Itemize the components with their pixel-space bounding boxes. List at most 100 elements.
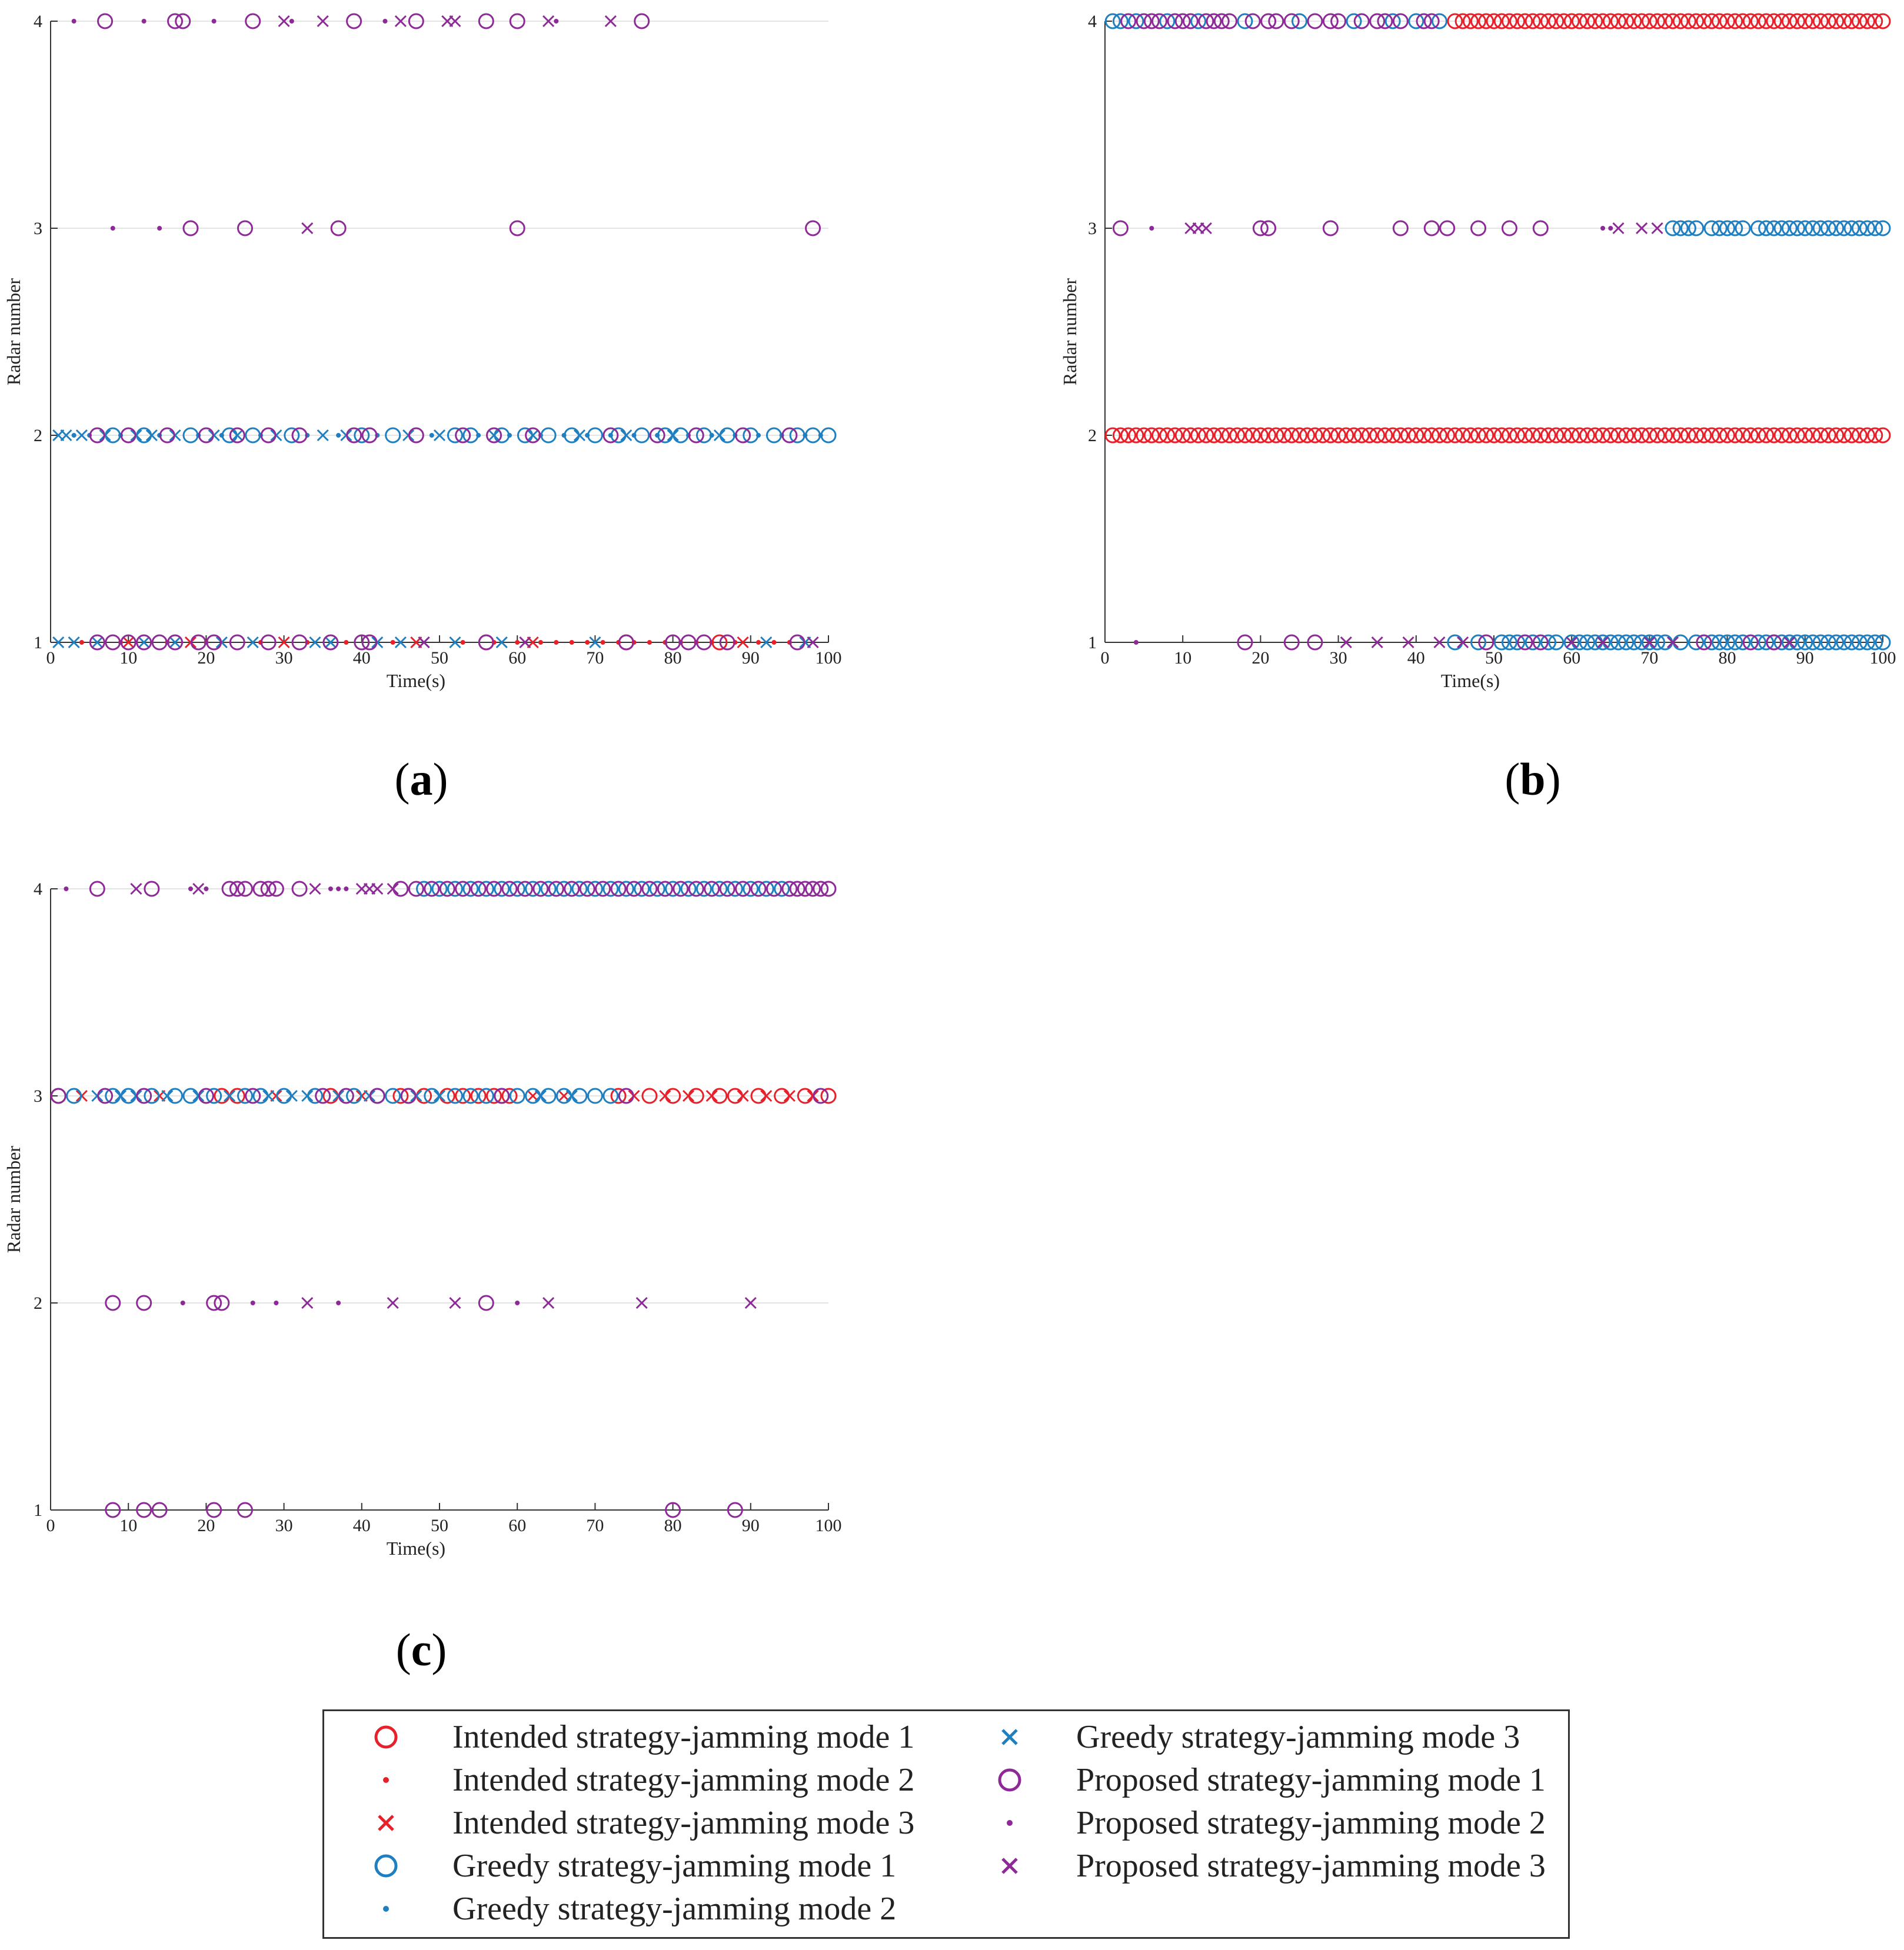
data-point: [136, 634, 152, 651]
data-point: [771, 640, 777, 645]
data-point: [1727, 634, 1743, 651]
data-point: [1711, 13, 1727, 29]
data-point: [1462, 13, 1479, 29]
data-point: [309, 882, 321, 895]
data-point: [1633, 427, 1650, 444]
x-tick-label: 40: [1407, 648, 1425, 668]
x-tick-label: 50: [1485, 648, 1503, 668]
data-point: [1159, 427, 1176, 444]
data-point: [1843, 634, 1860, 651]
data-point: [604, 15, 617, 28]
data-point: [460, 640, 465, 645]
data-point: [1457, 636, 1469, 649]
data-point: [1143, 13, 1160, 29]
series-proposed-circle: [89, 427, 798, 444]
data-point: [1643, 636, 1656, 649]
data-point: [1548, 427, 1565, 444]
data-point: [488, 429, 500, 442]
data-point: [1149, 226, 1154, 231]
data-point: [1867, 13, 1883, 29]
data-point: [1104, 427, 1121, 444]
data-point: [665, 881, 681, 897]
y-axis-title: Radar number: [3, 278, 24, 386]
data-point: [91, 636, 104, 649]
data-point: [237, 220, 253, 236]
data-point: [338, 1088, 354, 1104]
data-point: [1875, 220, 1891, 236]
data-point: [284, 427, 300, 444]
data-point: [1610, 427, 1627, 444]
data-point: [618, 634, 634, 651]
data-point: [1828, 427, 1845, 444]
data-point: [317, 429, 329, 442]
data-point: [169, 636, 181, 649]
y-tick-label: 3: [34, 219, 42, 238]
data-point: [1836, 13, 1852, 29]
data-point: [110, 226, 115, 231]
data-point: [750, 881, 767, 897]
data-point: [1206, 13, 1222, 29]
x-tick-label: 40: [353, 648, 371, 668]
data-point: [252, 881, 269, 897]
data-point: [371, 882, 384, 895]
data-point: [695, 881, 712, 897]
data-point: [1773, 427, 1790, 444]
data-point: [603, 427, 619, 444]
legend-marker-icon: [983, 1845, 1036, 1887]
data-point: [1812, 427, 1829, 444]
data-point: [245, 1088, 261, 1104]
data-point: [167, 13, 184, 29]
series-greedy-cross: [91, 1089, 578, 1102]
data-point: [315, 1088, 331, 1104]
legend-item: Greedy strategy-jamming mode 2: [360, 1888, 896, 1930]
data-point: [507, 433, 512, 438]
data-point: [1758, 427, 1775, 444]
data-point: [1773, 13, 1790, 29]
data-point: [603, 1088, 619, 1104]
data-point: [1493, 427, 1510, 444]
data-point: [527, 429, 539, 442]
data-point: [1579, 634, 1596, 651]
data-point: [1703, 427, 1720, 444]
data-point: [268, 881, 284, 897]
data-point: [136, 1295, 152, 1311]
data-point: [285, 1089, 298, 1102]
data-point: [1213, 13, 1230, 29]
data-point: [120, 427, 137, 444]
data-point: [1680, 427, 1696, 444]
data-point: [1478, 634, 1494, 651]
data-point: [1501, 634, 1517, 651]
data-point: [1781, 427, 1798, 444]
data-point: [517, 881, 533, 897]
data-point: [494, 881, 510, 897]
y-tick-label: 3: [1088, 219, 1097, 238]
data-point: [1836, 427, 1852, 444]
data-point: [52, 636, 65, 649]
data-point: [336, 433, 341, 438]
data-point: [1221, 13, 1238, 29]
data-point: [361, 634, 378, 651]
data-point: [1719, 13, 1736, 29]
legend-item: Greedy strategy-jamming mode 1: [360, 1845, 896, 1887]
x-tick-label: 30: [275, 1516, 293, 1535]
data-point: [1353, 13, 1370, 29]
data-point: [818, 433, 823, 438]
data-point: [1836, 220, 1852, 236]
data-point: [1773, 220, 1790, 236]
data-point: [1431, 427, 1447, 444]
data-point: [1237, 13, 1253, 29]
data-point: [682, 1089, 695, 1102]
data-point: [1532, 427, 1549, 444]
data-point: [610, 881, 627, 897]
data-point: [1330, 427, 1347, 444]
data-point: [1789, 427, 1806, 444]
series-proposed-circle: [105, 1295, 494, 1311]
data-point: [141, 19, 147, 24]
data-point: [1735, 13, 1751, 29]
data-point: [820, 1088, 837, 1104]
data-point: [1703, 13, 1720, 29]
data-point: [449, 1296, 461, 1309]
data-point: [1501, 427, 1517, 444]
data-point: [1696, 13, 1712, 29]
data-point: [1867, 634, 1883, 651]
